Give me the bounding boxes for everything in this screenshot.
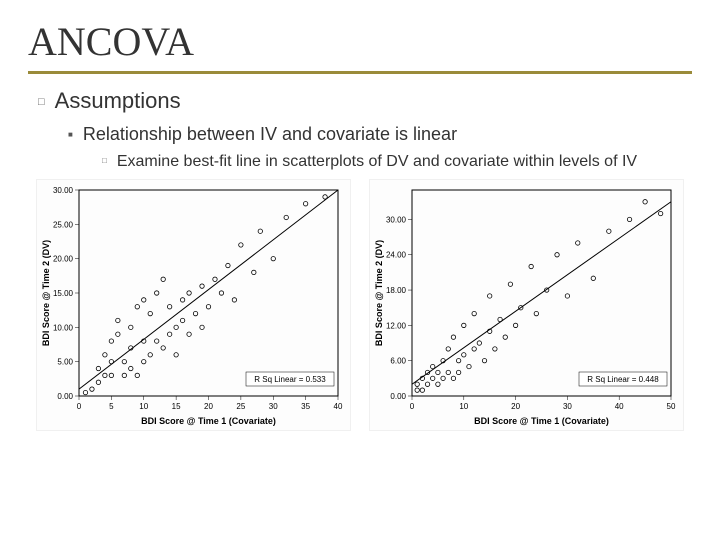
square-bullet-icon: [38, 95, 55, 112]
svg-text:0: 0: [77, 402, 82, 411]
svg-text:24.00: 24.00: [386, 251, 407, 260]
svg-text:15: 15: [172, 402, 181, 411]
page-title: ANCOVA: [28, 18, 692, 65]
svg-text:25.00: 25.00: [53, 220, 74, 229]
svg-text:40: 40: [615, 402, 624, 411]
svg-text:18.00: 18.00: [386, 286, 407, 295]
svg-text:12.00: 12.00: [386, 321, 407, 330]
svg-text:10: 10: [139, 402, 148, 411]
bullet2-text: Relationship between IV and covariate is…: [83, 124, 457, 144]
svg-text:20: 20: [511, 402, 520, 411]
svg-text:BDI Score @ Time 1 (Covariate): BDI Score @ Time 1 (Covariate): [474, 416, 609, 426]
svg-text:BDI Score @ Time 2 (DV): BDI Score @ Time 2 (DV): [41, 240, 51, 346]
scatterplot-right: 0 10 20 30 40 50 0.00 6.00 12.00 18.00 24.00 30.00 B…: [369, 179, 684, 431]
svg-text:30.00: 30.00: [53, 186, 74, 195]
svg-text:30: 30: [269, 402, 278, 411]
chart-row: 0 5 10 15 20 25 30 35 40 0.00 5.00 10.00 15.00 20.00 2…: [36, 179, 684, 431]
bullet-level-1: Assumptions: [38, 88, 692, 114]
svg-text:6.00: 6.00: [390, 357, 406, 366]
svg-text:15.00: 15.00: [53, 289, 74, 298]
svg-text:BDI Score @ Time 2 (DV): BDI Score @ Time 2 (DV): [374, 240, 384, 346]
svg-text:5: 5: [109, 402, 114, 411]
svg-text:30.00: 30.00: [386, 215, 407, 224]
scatterplot-left: 0 5 10 15 20 25 30 35 40 0.00 5.00 10.00 15.00 20.00 2…: [36, 179, 351, 431]
square-bullet-icon: [102, 153, 117, 170]
svg-text:0.00: 0.00: [57, 392, 73, 401]
svg-text:0.00: 0.00: [390, 392, 406, 401]
title-rule: [28, 71, 692, 74]
svg-text:BDI Score @ Time 1 (Covariate): BDI Score @ Time 1 (Covariate): [141, 416, 276, 426]
svg-text:R Sq Linear = 0.533: R Sq Linear = 0.533: [254, 375, 326, 384]
svg-text:30: 30: [563, 402, 572, 411]
svg-text:5.00: 5.00: [57, 358, 73, 367]
filled-square-bullet-icon: [68, 127, 83, 144]
slide: ANCOVA Assumptions Relationship between …: [0, 0, 720, 441]
bullet1-text: Assumptions: [55, 88, 181, 113]
svg-text:40: 40: [334, 402, 343, 411]
svg-text:25: 25: [236, 402, 245, 411]
svg-text:R Sq Linear = 0.448: R Sq Linear = 0.448: [587, 375, 659, 384]
bullet-level-2: Relationship between IV and covariate is…: [68, 124, 692, 145]
svg-text:10.00: 10.00: [53, 323, 74, 332]
bullet-level-3: Examine best-fit line in scatterplots of…: [102, 153, 692, 171]
svg-text:50: 50: [667, 402, 676, 411]
svg-text:10: 10: [459, 402, 468, 411]
svg-text:35: 35: [301, 402, 310, 411]
bullet3-text: Examine best-fit line in scatterplots of…: [117, 153, 677, 171]
svg-text:20.00: 20.00: [53, 255, 74, 264]
svg-text:0: 0: [410, 402, 415, 411]
svg-text:20: 20: [204, 402, 213, 411]
